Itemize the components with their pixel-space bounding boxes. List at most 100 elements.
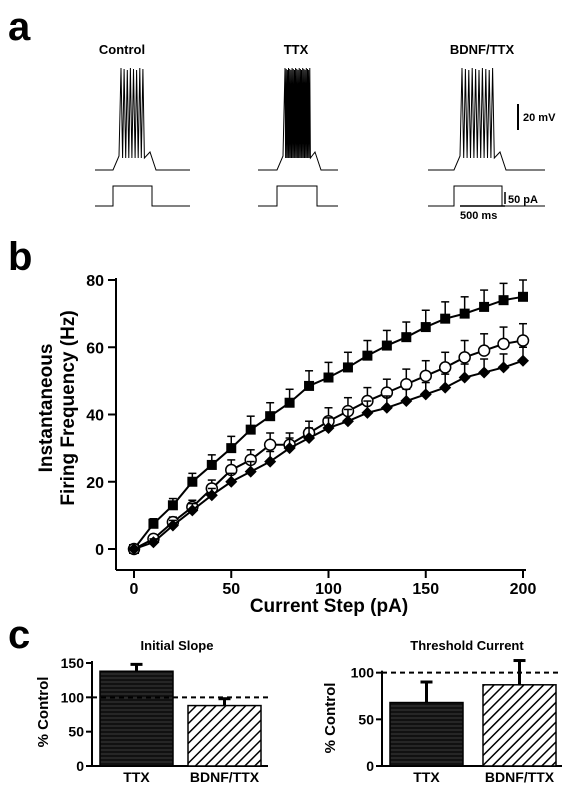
series-ttx — [129, 279, 528, 554]
data-point — [187, 476, 198, 487]
data-point — [381, 340, 392, 351]
panel-b-plot: Instantaneous Firing Frequency (Hz) Curr… — [36, 273, 536, 617]
data-point — [420, 322, 431, 333]
x-tick-label: 50 — [222, 581, 240, 598]
data-point — [419, 388, 432, 401]
data-point — [477, 344, 491, 357]
data-point — [342, 362, 353, 373]
initial-slope-y-label: % Control — [35, 677, 52, 748]
y-tick-label: 80 — [86, 273, 104, 290]
series-line — [133, 359, 524, 550]
data-point — [458, 351, 471, 364]
threshold-current-y-tick-label: 50 — [358, 711, 374, 727]
data-point — [225, 475, 238, 488]
initial-slope-y-tick-label: 50 — [68, 724, 84, 740]
trace-title-ttx: TTX — [284, 42, 309, 57]
x-axis-label: Current Step (pA) — [250, 596, 408, 617]
data-point — [459, 308, 470, 319]
data-point — [400, 377, 413, 391]
panel-a-traces: Control TTX BDNF/TTX 20 mV 50 pA 500 ms — [95, 42, 556, 222]
data-point — [264, 455, 277, 468]
data-point — [438, 361, 452, 374]
data-point — [498, 295, 509, 306]
data-point — [516, 334, 530, 347]
voltage-scale-label: 20 mV — [523, 112, 556, 124]
initial-slope-bar — [99, 670, 174, 767]
data-point — [401, 332, 412, 343]
x-tick-label: 200 — [510, 581, 537, 598]
initial-slope-category-label: TTX — [123, 769, 150, 785]
data-point — [439, 381, 452, 394]
initial-slope-y-tick-label: 100 — [61, 689, 85, 705]
initial-slope-title: Initial Slope — [141, 638, 214, 653]
data-point — [458, 371, 471, 384]
panel-c-right-chart: Threshold Current % Control 0 50 100 TTX BDN… — [322, 638, 562, 785]
current-scale-label: 50 pA — [508, 194, 538, 206]
panel-label-a: a — [8, 5, 31, 49]
data-point — [128, 543, 140, 555]
current-step-trace — [428, 185, 545, 207]
panel-label-c: c — [8, 613, 30, 657]
data-point — [518, 291, 528, 302]
data-point — [147, 536, 160, 549]
x-tick-label: 100 — [315, 581, 342, 598]
voltage-trace — [428, 67, 545, 171]
data-point — [380, 401, 393, 414]
threshold-current-bar — [389, 701, 464, 767]
initial-slope-y-tick-label: 0 — [76, 758, 84, 774]
y-tick-label: 60 — [86, 340, 104, 357]
data-point — [341, 415, 354, 428]
voltage-trace — [95, 67, 190, 171]
time-scale-label: 500 ms — [460, 210, 497, 222]
data-point — [166, 519, 179, 532]
data-point — [478, 366, 491, 379]
voltage-trace — [258, 67, 338, 171]
data-point — [226, 443, 237, 454]
data-point — [244, 465, 257, 478]
data-point — [322, 421, 335, 434]
data-point — [419, 369, 432, 383]
threshold-current-y-tick-label: 100 — [351, 665, 375, 681]
trace-title-bdnf-ttx: BDNF/TTX — [450, 42, 515, 57]
series-bdnf-ttx — [128, 346, 529, 555]
data-point — [186, 504, 199, 517]
data-point — [284, 397, 295, 408]
x-tick-label: 0 — [130, 581, 139, 598]
threshold-current-y-tick-label: 0 — [366, 758, 374, 774]
y-axis-label-line2: Firing Frequency (Hz) — [58, 310, 79, 505]
data-point — [362, 350, 373, 361]
panel-label-b: b — [8, 235, 32, 279]
y-tick-label: 0 — [95, 542, 104, 559]
initial-slope-y-tick-label: 150 — [61, 655, 85, 671]
y-tick-label: 20 — [86, 475, 104, 492]
data-point — [517, 354, 529, 367]
threshold-current-category-label: TTX — [413, 769, 440, 785]
threshold-current-y-label: % Control — [322, 683, 339, 754]
threshold-current-category-label: BDNF/TTX — [485, 769, 555, 785]
trace-title-control: Control — [99, 42, 145, 57]
initial-slope-category-label: BDNF/TTX — [190, 769, 260, 785]
data-point — [440, 313, 451, 324]
threshold-current-bar — [482, 684, 557, 767]
data-point — [497, 361, 510, 374]
data-point — [400, 395, 413, 408]
data-point — [167, 500, 178, 511]
data-point — [205, 489, 218, 502]
data-point — [265, 411, 276, 422]
data-point — [361, 406, 374, 419]
data-point — [148, 518, 159, 529]
y-tick-label: 40 — [86, 408, 104, 425]
data-point — [479, 301, 490, 312]
data-point — [283, 442, 296, 455]
data-point — [323, 372, 334, 383]
data-point — [245, 424, 256, 435]
y-axis-label-line1: Instantaneous — [36, 344, 57, 473]
panel-c-left-chart: Initial Slope % Control 0 50 100 150 TTX BDNF… — [35, 638, 268, 785]
current-step-trace — [95, 185, 190, 207]
current-step-trace — [258, 185, 338, 207]
data-point — [303, 432, 316, 445]
initial-slope-bar — [187, 704, 262, 767]
data-point — [263, 438, 277, 452]
series-control — [127, 322, 530, 556]
